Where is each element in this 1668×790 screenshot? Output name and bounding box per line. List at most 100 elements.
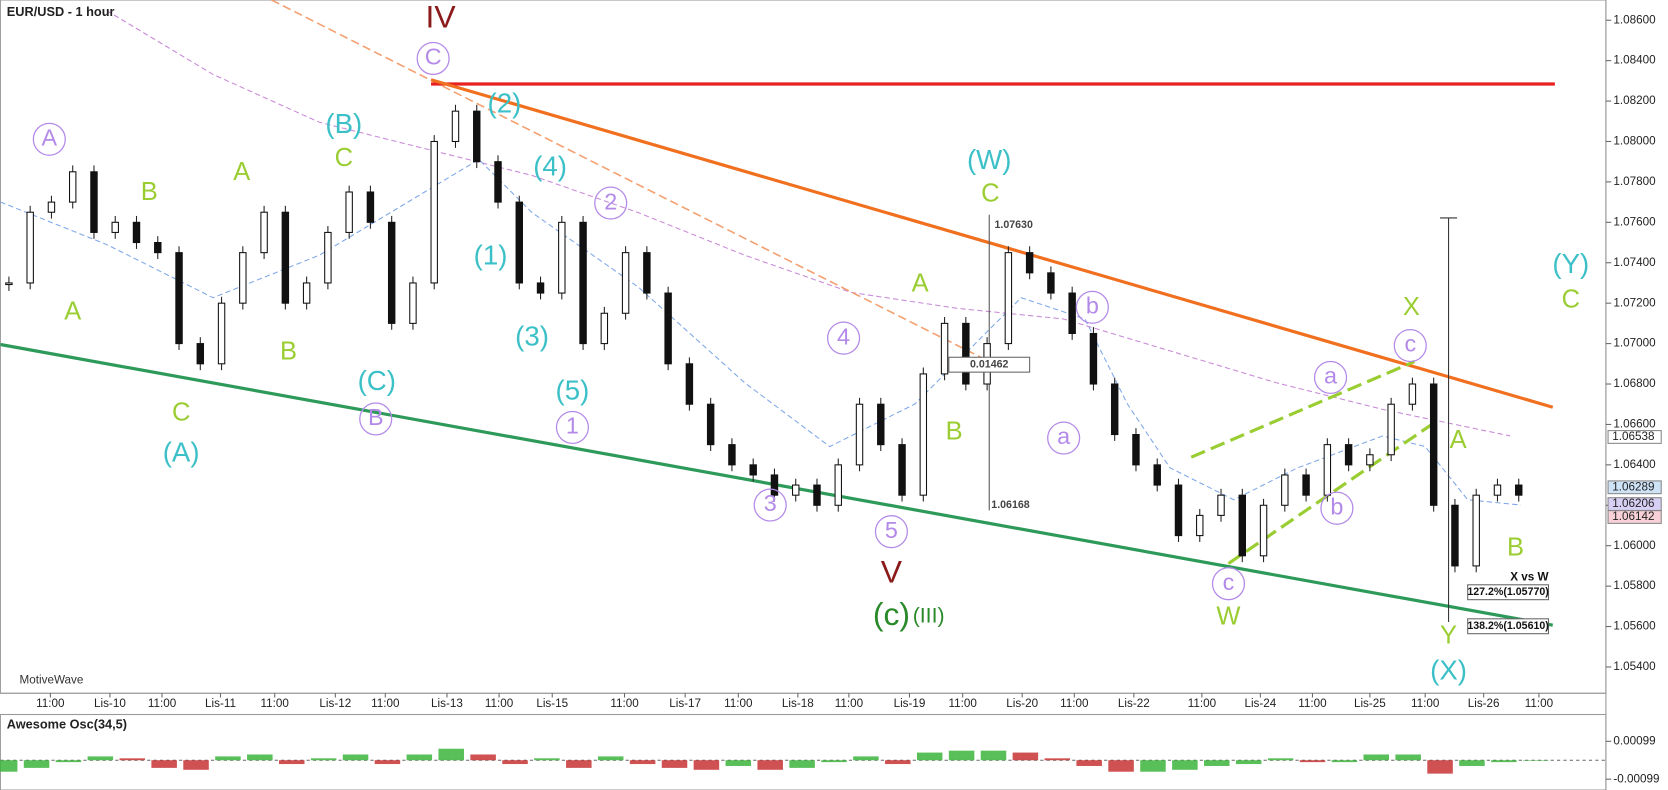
y-tick-label: 1.06400 [1613,458,1656,471]
wave-label: C [1562,286,1580,314]
candle [1132,434,1140,466]
oscillator-bar [1395,754,1421,761]
wave-label: B [141,178,158,206]
wave-label: c [1404,331,1416,357]
moving-average [106,10,1511,437]
wave-label: B [946,417,963,445]
candle [175,252,183,345]
wave-label: c [1223,569,1235,595]
candle [1110,383,1119,436]
candle [26,211,34,284]
y-tick-label: 1.05600 [1613,620,1656,633]
y-tick-label: 1.08400 [1613,54,1656,67]
oscillator-bar [183,760,209,770]
wave-label: (B) [325,108,362,139]
candle [260,211,268,254]
x-tick-label: Lis-18 [782,697,814,710]
y-tick-label: 1.06600 [1613,418,1656,431]
oscillator-bar [374,760,401,765]
wave-label: 1.07630 [994,219,1032,231]
oscillator-bar [661,760,688,768]
wave-circle [826,321,861,355]
oscillator-bar [1076,760,1102,766]
x-tick-label: Lis-17 [669,697,701,710]
wave-label: A [233,158,250,186]
x-tick-label: Lis-15 [536,697,568,710]
x-tick-label: Lis-11 [205,697,236,710]
wave-label: C [425,44,442,70]
candle [47,201,56,213]
x-tick-label: Lis-26 [1468,697,1500,710]
candle [1344,444,1353,466]
y-tick-label: 1.07200 [1613,296,1656,309]
candle [281,211,290,304]
wave-label: (2) [488,88,522,119]
candle [1451,504,1459,567]
wave-label: (1) [474,240,508,271]
candle [579,221,587,345]
wave-circle [1211,567,1246,601]
candle [387,221,396,324]
candle [239,252,247,304]
wave-label: 1 [566,413,579,439]
price-marker [1607,430,1662,444]
candle [473,110,481,163]
x-tick-label: 11:00 [148,697,177,710]
wave-label: B [1507,533,1524,561]
candle [749,464,757,476]
x-tick-label: 11:00 [1411,697,1440,710]
wave-label: (3) [515,320,549,351]
candle [345,191,353,233]
oscillator-bar [470,754,496,761]
wave-label: C [172,398,190,426]
x-tick-label: Lis-22 [1118,697,1150,710]
price-pane [0,0,1607,694]
wave-label: B [280,338,297,366]
candle [1366,454,1374,466]
oscillator-bar [916,752,943,761]
oscillator-bar [247,754,273,761]
candle [5,282,13,286]
x-tick-label: 11:00 [724,697,753,710]
x-tick-label: 11:00 [261,697,290,710]
oscillator-bar [629,760,656,765]
y-tick-label: 1.08000 [1613,135,1656,148]
wave-label: C [981,179,999,207]
candle [1472,494,1480,567]
oscillator-bar [1012,752,1039,761]
wave-label: (5) [556,375,590,406]
wave-circle [32,122,66,156]
oscillator-bar [1172,760,1198,770]
wave-label: (X) [1430,654,1467,685]
wave-label: W [1216,602,1240,630]
candle [898,444,906,496]
candle [1025,252,1034,274]
oscillator-bar [980,750,1007,761]
candle [1281,474,1289,506]
candle [1174,484,1183,537]
candle [962,322,970,385]
oscillator-bar [1522,760,1549,761]
wave-label: A [42,124,58,150]
oscillator-bar [278,760,305,765]
channel-line [430,78,1554,409]
candle [1429,383,1438,506]
wave-circle [359,402,393,436]
candle [196,343,205,365]
wave-circle [1393,328,1427,363]
candle [1387,403,1395,456]
wave-label: 2 [604,188,617,214]
wave-circle [594,186,628,220]
wave-label: a [1324,363,1337,389]
x-tick-label: 11:00 [1060,697,1089,710]
candle [1259,504,1268,557]
y-tick-label: 1.07000 [1613,337,1656,350]
candle [302,282,311,304]
candle [132,221,141,244]
oscillator-bar [1459,760,1485,766]
oscillator-bar [1044,758,1071,761]
price-marker [1607,480,1662,495]
oscillator-pane [0,713,1607,790]
oscillator-bar [1299,760,1326,763]
